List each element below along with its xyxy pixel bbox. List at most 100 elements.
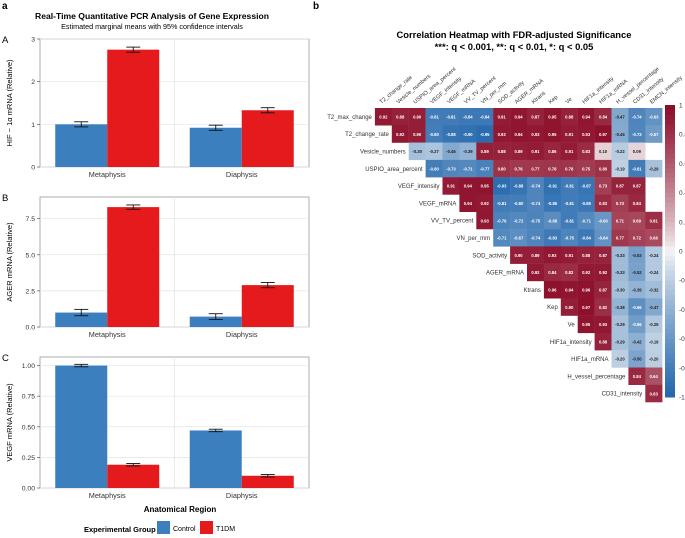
heatmap-cell bbox=[408, 125, 426, 143]
heatmap-cell bbox=[476, 159, 494, 178]
heatmap-cell bbox=[510, 211, 528, 230]
heatmap-cell bbox=[594, 315, 612, 334]
colorbar-tick-label: -0.2 bbox=[679, 278, 685, 285]
heatmap-cell bbox=[560, 194, 578, 212]
heatmap-cell-label: 0.93 bbox=[548, 253, 557, 258]
heatmap-cell-label: 0.71 bbox=[616, 218, 625, 223]
heatmap-cell bbox=[543, 281, 561, 299]
y-tick-label: 0.75 bbox=[22, 394, 35, 401]
heatmap-cell-label: 0.84 bbox=[633, 374, 642, 379]
heatmap-cell-label: -0.47 bbox=[615, 114, 625, 119]
heatmap-cell bbox=[560, 298, 578, 316]
bar-t1dm bbox=[241, 285, 294, 327]
y-tick-label: 0.25 bbox=[22, 455, 35, 462]
heatmap-cell bbox=[645, 367, 663, 385]
heatmap-cell bbox=[476, 211, 494, 230]
heatmap-cell-label: 0.10 bbox=[599, 149, 608, 154]
heatmap-cell bbox=[577, 108, 595, 126]
heatmap-cell-label: 0.87 bbox=[599, 253, 608, 258]
heatmap-cell bbox=[611, 142, 629, 161]
colorbar-segment bbox=[665, 105, 675, 111]
heatmap-cell bbox=[645, 350, 663, 368]
heatmap-cell bbox=[628, 177, 646, 195]
heatmap-cell bbox=[560, 177, 578, 195]
heatmap-cell-label: 0.88 bbox=[565, 114, 574, 119]
heatmap-cell bbox=[476, 177, 494, 195]
heatmap-cell bbox=[425, 142, 443, 161]
heatmap-cell-label: -0.88 bbox=[446, 132, 456, 137]
heatmap-cell bbox=[560, 263, 578, 282]
heatmap-row-label: T2_max_change bbox=[327, 115, 372, 121]
heatmap-cell bbox=[391, 108, 409, 126]
heatmap-cell-label: 0.87 bbox=[633, 184, 642, 189]
heatmap-cell-label: -0.71 bbox=[497, 236, 507, 241]
heatmap-cell-label: -0.30 bbox=[412, 149, 422, 154]
heatmap-cell bbox=[510, 142, 528, 161]
heatmap-cell-label: 0.92 bbox=[379, 114, 388, 119]
heatmap-cell-label: -0.71 bbox=[463, 166, 473, 171]
heatmap-cell bbox=[476, 194, 494, 212]
heatmap-cell-label: 0.09 bbox=[633, 149, 642, 154]
heatmap-row-label: T2_change_rate bbox=[345, 132, 389, 138]
heatmap-cell-label: -0.64 bbox=[598, 236, 608, 241]
heatmap-cell bbox=[543, 159, 561, 178]
heatmap-row-label: VEGF_intensity bbox=[398, 184, 440, 190]
heatmap-cell bbox=[510, 108, 528, 126]
colorbar-segment bbox=[665, 328, 675, 335]
colorbar-tick-label: 1 bbox=[679, 103, 683, 110]
heatmap-cell-label: 0.83 bbox=[582, 149, 591, 154]
heatmap-cell bbox=[628, 108, 646, 126]
heatmap-cell bbox=[577, 142, 595, 161]
heatmap-cell-label: 0.89 bbox=[514, 149, 523, 154]
heatmap-cell bbox=[645, 384, 663, 403]
panel-letter-a: a bbox=[2, 1, 8, 12]
heatmap-cell-label: -0.24 bbox=[649, 253, 659, 258]
heatmap-cell bbox=[543, 211, 561, 230]
heatmap-cell bbox=[645, 229, 663, 247]
colorbar-segment bbox=[665, 231, 675, 237]
heatmap-cell-label: 0.83 bbox=[650, 391, 659, 396]
colorbar-segment bbox=[665, 221, 675, 228]
legend-title: Experimental Group bbox=[84, 525, 156, 534]
heatmap-cell bbox=[527, 177, 545, 195]
colorbar-segment bbox=[665, 109, 675, 116]
heatmap-cell-label: -0.71 bbox=[581, 218, 591, 223]
heatmap-cell-label: 0.96 bbox=[548, 287, 557, 292]
heatmap-cell bbox=[459, 142, 477, 161]
colorbar-segment bbox=[665, 294, 675, 301]
bar-control bbox=[55, 124, 108, 167]
heatmap-cell bbox=[594, 159, 612, 178]
heatmap: T2_change_rate Vesicle_numbers USPIO_area_… bbox=[327, 66, 684, 403]
heatmap-cell bbox=[611, 229, 629, 247]
heatmap-row-label: Ktrans bbox=[524, 288, 541, 294]
y-tick-label: 0.50 bbox=[22, 424, 35, 431]
heatmap-cell-label: -0.95 bbox=[480, 132, 490, 137]
bar-t1dm bbox=[107, 49, 160, 167]
heatmap-cell-label: -0.81 bbox=[564, 184, 574, 189]
y-tick-label: 2 bbox=[31, 79, 35, 86]
colorbar-segment bbox=[665, 343, 675, 349]
heatmap-cell-label: -0.24 bbox=[649, 270, 659, 275]
colorbar-segment bbox=[665, 197, 675, 203]
colorbar-segment bbox=[665, 119, 675, 125]
colorbar-segment bbox=[665, 372, 675, 379]
heatmap-cell bbox=[391, 125, 409, 143]
heatmap-cell bbox=[628, 315, 646, 334]
heatmap-cell bbox=[628, 142, 646, 161]
heatmap-cell bbox=[527, 263, 545, 282]
colorbar-segment bbox=[665, 216, 675, 223]
heatmap-cell-label: 0.94 bbox=[582, 114, 591, 119]
heatmap-cell-label: 0.77 bbox=[616, 236, 625, 241]
colorbar-tick-label: 0.6 bbox=[679, 161, 685, 168]
bar-control bbox=[189, 127, 242, 167]
heatmap-cell bbox=[476, 142, 494, 161]
colorbar-tick-label: -0.6 bbox=[679, 336, 685, 343]
heatmap-cell-label: 0.94 bbox=[514, 132, 523, 137]
heatmap-cell-label: -0.87 bbox=[581, 184, 591, 189]
heatmap-cell bbox=[628, 263, 646, 282]
heatmap-cell-label: -0.90 bbox=[463, 132, 473, 137]
heatmap-cell-label: -0.77 bbox=[480, 166, 490, 171]
heatmap-cell bbox=[645, 246, 663, 264]
heatmap-cell-label: -0.75 bbox=[531, 218, 541, 223]
